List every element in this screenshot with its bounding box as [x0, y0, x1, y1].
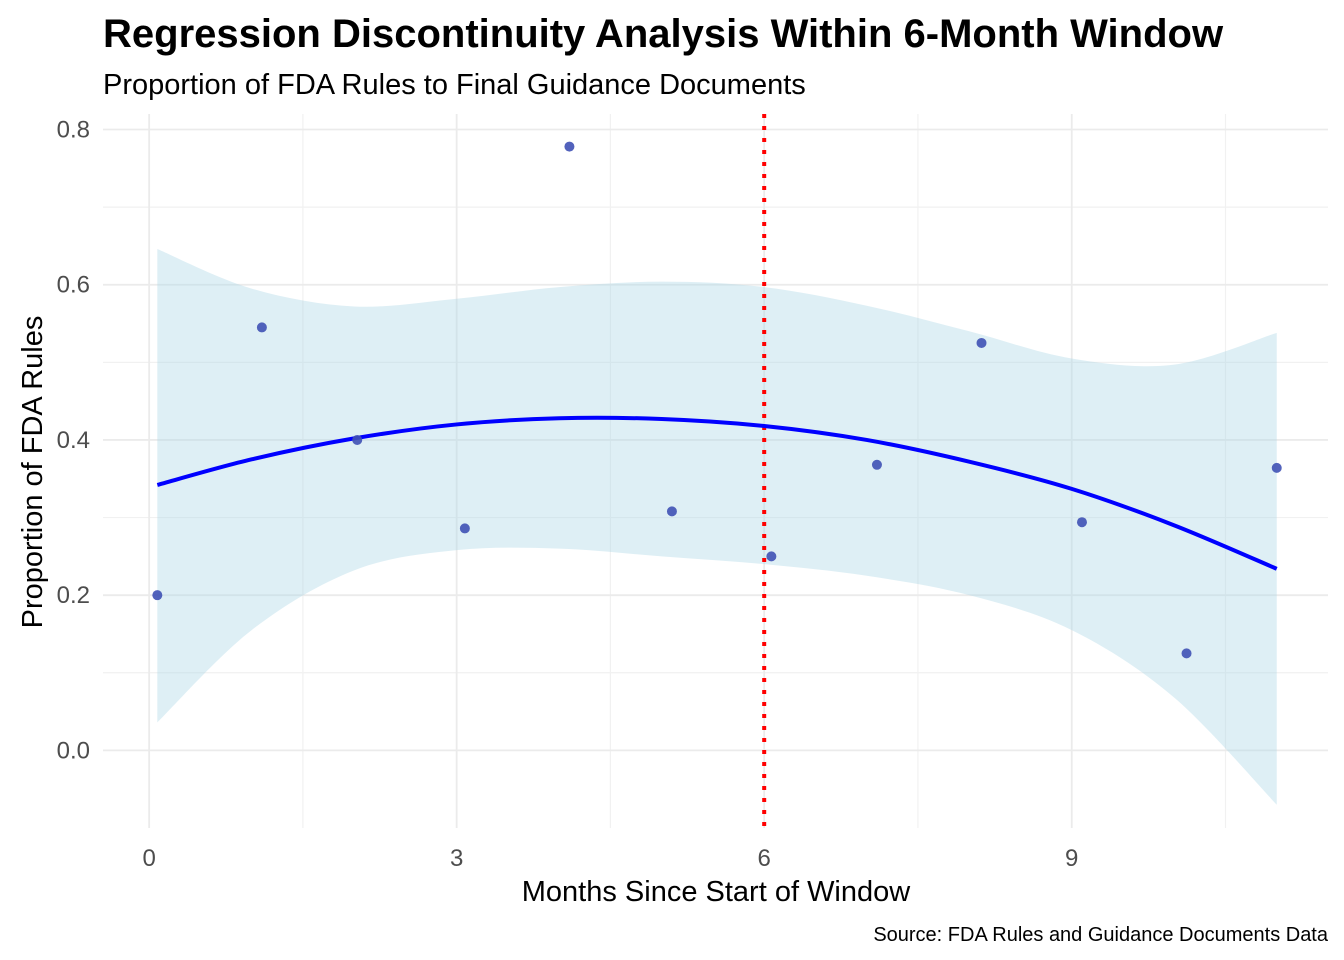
x-tick-label: 3 — [450, 845, 463, 872]
data-point — [459, 523, 470, 534]
chart-subtitle: Proportion of FDA Rules to Final Guidanc… — [103, 69, 806, 101]
y-tick-label: 0.0 — [57, 737, 90, 764]
data-point — [1271, 462, 1282, 473]
data-point — [976, 337, 987, 348]
fit-line — [156, 415, 1278, 571]
y-tick-label: 0.2 — [57, 582, 90, 609]
data-points — [152, 141, 1282, 659]
data-point — [871, 459, 882, 470]
chart-title: Regression Discontinuity Analysis Within… — [103, 12, 1224, 56]
x-tick-label: 0 — [142, 845, 155, 872]
data-point — [256, 322, 267, 333]
x-axis-title: Months Since Start of Window — [522, 876, 911, 908]
confidence-band-group — [157, 249, 1277, 805]
data-point — [1181, 648, 1192, 659]
fit-line-group — [156, 415, 1278, 571]
x-tick-label: 9 — [1065, 845, 1078, 872]
y-axis-ticks: 0.0 0.2 0.4 0.6 0.8 — [57, 117, 90, 765]
data-point — [152, 590, 163, 601]
y-tick-label: 0.4 — [57, 427, 90, 454]
y-tick-label: 0.8 — [57, 117, 90, 144]
y-tick-label: 0.6 — [57, 272, 90, 299]
x-tick-label: 6 — [758, 845, 771, 872]
data-point — [352, 434, 363, 445]
data-point — [564, 141, 575, 152]
y-axis-title: Proportion of FDA Rules — [17, 316, 49, 629]
x-axis-ticks: 0 3 6 9 — [142, 845, 1078, 872]
grid-lines — [103, 114, 1328, 828]
data-point — [666, 506, 677, 517]
chart-caption: Source: FDA Rules and Guidance Documents… — [873, 924, 1329, 946]
data-point — [766, 551, 777, 562]
confidence-band — [157, 249, 1277, 805]
data-point — [1076, 517, 1087, 528]
